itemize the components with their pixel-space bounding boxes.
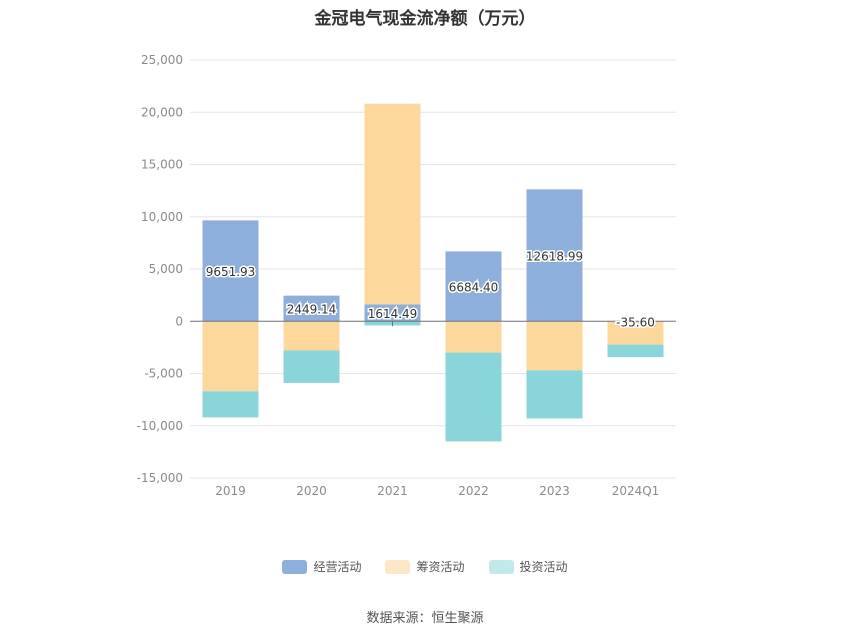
legend-swatch [385,559,411,574]
legend-item-operating[interactable]: 经营活动 [282,558,361,575]
data-label: 1614.49 [368,307,418,321]
legend-item-financing[interactable]: 筹资活动 [385,558,465,575]
y-tick-label: 10,000 [141,210,183,224]
data-labels: 9651.93 2449.14 1614.49 6684.40 12618.99 -35.… [204,248,656,331]
bars [202,103,664,442]
bar-investing [202,391,259,418]
axes: 25,000 20,000 15,000 10,000 5,000 0 -5,000 -10,… [137,53,676,498]
legend-label: 投资活动 [519,560,568,574]
legend: 经营活动 筹资活动 投资活动 [0,558,850,575]
bar-operating [364,304,421,322]
bar-financing [607,321,664,345]
legend-label: 经营活动 [313,560,362,574]
chart-title: 金冠电气现金流净额（万元） [314,9,536,29]
x-tick-label: 2021 [377,484,408,498]
x-tick-label: 2020 [296,484,327,498]
x-tick-label: 2023 [539,484,570,498]
data-label: 2449.14 [287,302,337,316]
bar-financing [526,321,583,371]
y-tick-label: -15,000 [137,471,183,485]
x-tick-label: 2022 [458,484,489,498]
bar-financing [202,321,259,392]
bar-financing [445,321,502,353]
gridlines [190,59,676,479]
legend-swatch [488,559,514,574]
bar-investing [283,350,340,383]
bar-investing [445,352,502,442]
legend-item-investing[interactable]: 投资活动 [488,558,568,575]
legend-swatch [282,559,308,574]
y-tick-label: 20,000 [141,105,183,119]
data-label: 12618.99 [526,249,583,263]
x-tick-label: 2024Q1 [612,484,660,498]
y-tick-label: 5,000 [149,262,183,276]
bar-financing [283,321,340,351]
data-label: -35.60 [616,315,655,329]
source-note: 数据来源：恒生聚源 [366,611,484,626]
bar-operating [526,189,583,322]
bar-operating [445,251,502,322]
y-tick-label: 15,000 [141,158,183,172]
y-tick-label: -10,000 [137,419,183,433]
bar-operating [202,220,259,322]
y-tick-label: -5,000 [144,367,183,381]
data-label: 9651.93 [206,265,256,279]
bar-operating [283,295,340,322]
bar-financing [364,103,421,305]
y-tick-label: 0 [175,314,183,328]
bar-investing [607,344,664,358]
y-tick-label: 25,000 [141,53,183,67]
x-tick-label: 2019 [215,484,246,498]
data-label: 6684.40 [449,280,499,294]
legend-label: 筹资活动 [416,560,465,574]
bar-investing [526,370,583,419]
